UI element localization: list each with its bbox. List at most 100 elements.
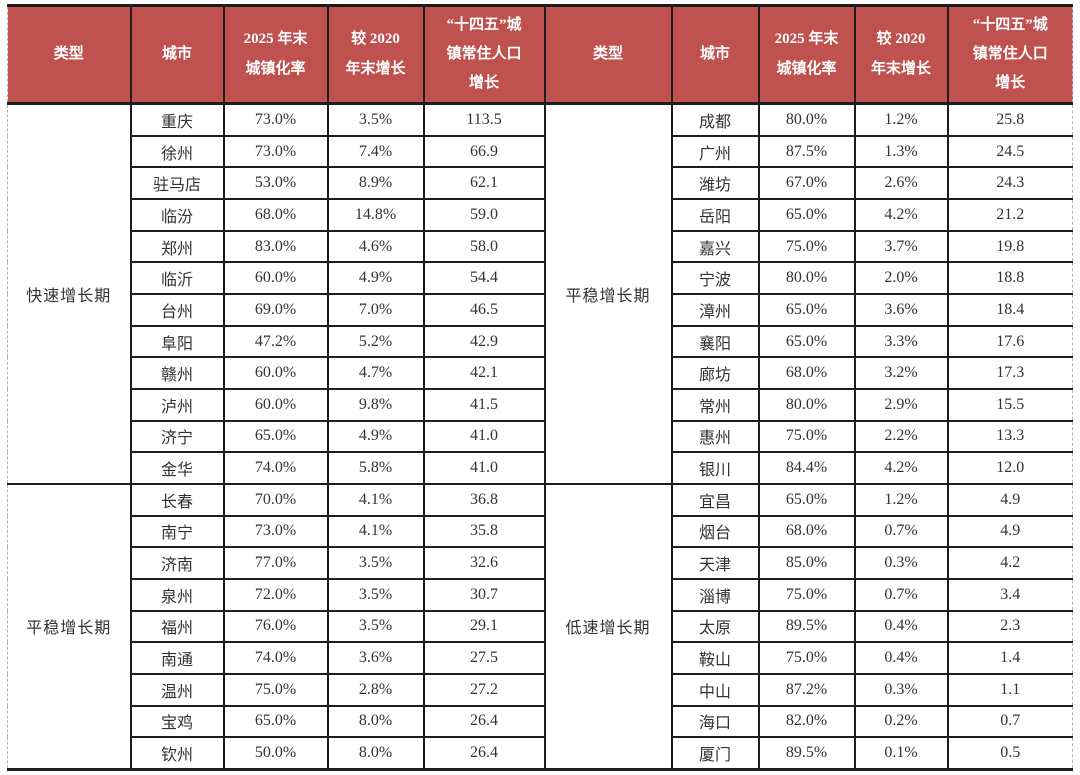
table-row: 临沂 60.0% 4.9% 54.4 宁波 80.0% 2.0% 18.8 bbox=[8, 261, 1073, 296]
table-row: 南宁 73.0% 4.1% 35.8 烟台 68.0% 0.7% 4.9 bbox=[8, 514, 1073, 549]
pop-cell-right: 17.6 bbox=[946, 324, 1073, 359]
table-row: 赣州 60.0% 4.7% 42.1 廊坊 68.0% 3.2% 17.3 bbox=[8, 356, 1073, 390]
growth-cell-left: 3.6% bbox=[326, 641, 425, 675]
pop-cell-left: 41.0 bbox=[422, 419, 546, 454]
table-row: 阜阳 47.2% 5.2% 42.9 襄阳 65.0% 3.3% 17.6 bbox=[8, 324, 1073, 359]
table-body: 快速增长期 重庆 73.0% 3.5% 113.5 平稳增长期 成都 80.0% 1.2% 25.… bbox=[7, 102, 1073, 771]
table-row: 驻马店 53.0% 8.9% 62.1 潍坊 67.0% 2.6% 24.3 bbox=[8, 166, 1073, 201]
growth-cell-left: 4.1% bbox=[326, 482, 425, 517]
city-cell-left: 长春 bbox=[129, 482, 225, 517]
type-cell-right: 低速增长期 bbox=[543, 482, 673, 771]
city-cell-left: 徐州 bbox=[129, 134, 225, 169]
rate-cell-left: 74.0% bbox=[222, 451, 329, 485]
header-type-left: 类型 bbox=[7, 5, 131, 105]
growth-cell-right: 1.2% bbox=[853, 482, 949, 517]
table-row: 福州 76.0% 3.5% 29.1 太原 89.5% 0.4% 2.3 bbox=[8, 609, 1073, 644]
growth-cell-right: 2.6% bbox=[853, 166, 949, 201]
pop-cell-left: 42.1 bbox=[422, 356, 546, 390]
pop-cell-left: 32.6 bbox=[422, 546, 546, 580]
table-row: 济南 77.0% 3.5% 32.6 天津 85.0% 0.3% 4.2 bbox=[8, 546, 1073, 580]
city-cell-right: 太原 bbox=[670, 609, 760, 644]
header-city-left: 城市 bbox=[129, 5, 224, 105]
rate-cell-right: 80.0% bbox=[757, 261, 856, 296]
city-cell-left: 南宁 bbox=[129, 514, 225, 549]
growth-cell-left: 4.9% bbox=[326, 419, 425, 454]
city-cell-left: 泸州 bbox=[129, 388, 225, 422]
pop-cell-right: 18.4 bbox=[946, 293, 1073, 327]
rate-cell-left: 65.0% bbox=[222, 419, 329, 454]
growth-cell-left: 4.1% bbox=[326, 514, 425, 549]
city-cell-right: 天津 bbox=[670, 546, 760, 580]
city-cell-left: 金华 bbox=[129, 451, 225, 485]
city-cell-right: 厦门 bbox=[670, 736, 760, 771]
rate-cell-right: 65.0% bbox=[757, 293, 856, 327]
header-row: 类型 城市 2025 年末 城镇化率较 2020 年末增长 “十四五”城 镇常住人口 … bbox=[7, 5, 1073, 105]
pop-cell-left: 58.0 bbox=[422, 229, 546, 264]
city-cell-right: 襄阳 bbox=[670, 324, 760, 359]
city-cell-left: 泉州 bbox=[129, 577, 225, 612]
rate-cell-right: 87.2% bbox=[757, 672, 856, 707]
rate-cell-right: 75.0% bbox=[757, 419, 856, 454]
city-cell-right: 岳阳 bbox=[670, 198, 760, 232]
growth-cell-right: 3.3% bbox=[853, 324, 949, 359]
type-cell-right: 平稳增长期 bbox=[543, 102, 673, 485]
header-city-right: 城市 bbox=[670, 5, 759, 105]
growth-cell-left: 5.2% bbox=[326, 324, 425, 359]
growth-cell-left: 8.0% bbox=[326, 736, 425, 771]
growth-cell-right: 0.7% bbox=[853, 577, 949, 612]
city-cell-left: 重庆 bbox=[129, 102, 225, 137]
city-cell-left: 郑州 bbox=[129, 229, 225, 264]
city-cell-right: 银川 bbox=[670, 451, 760, 485]
table-row: 临汾 68.0% 14.8% 59.0 岳阳 65.0% 4.2% 21.2 bbox=[8, 198, 1073, 232]
rate-cell-right: 68.0% bbox=[757, 356, 856, 390]
table-row: 南通 74.0% 3.6% 27.5 鞍山 75.0% 0.4% 1.4 bbox=[8, 641, 1073, 675]
pop-cell-left: 113.5 bbox=[422, 102, 546, 137]
rate-cell-right: 75.0% bbox=[757, 641, 856, 675]
rate-cell-left: 65.0% bbox=[222, 704, 329, 739]
header-type-right: 类型 bbox=[543, 5, 672, 105]
pop-cell-left: 59.0 bbox=[422, 198, 546, 232]
growth-cell-left: 8.9% bbox=[326, 166, 425, 201]
header-growth-right: 较 2020 年末增长 bbox=[853, 5, 948, 105]
pop-cell-right: 1.4 bbox=[946, 641, 1073, 675]
pop-cell-left: 30.7 bbox=[422, 577, 546, 612]
rate-cell-left: 83.0% bbox=[222, 229, 329, 264]
city-cell-right: 海口 bbox=[670, 704, 760, 739]
growth-cell-left: 4.9% bbox=[326, 261, 425, 296]
table-row: 金华 74.0% 5.8% 41.0 银川 84.4% 4.2% 12.0 bbox=[8, 451, 1073, 485]
growth-cell-left: 9.8% bbox=[326, 388, 425, 422]
rate-cell-left: 73.0% bbox=[222, 134, 329, 169]
pop-cell-right: 25.8 bbox=[946, 102, 1073, 137]
pop-cell-left: 29.1 bbox=[422, 609, 546, 644]
pop-cell-left: 46.5 bbox=[422, 293, 546, 327]
pop-cell-left: 41.0 bbox=[422, 451, 546, 485]
city-cell-left: 温州 bbox=[129, 672, 225, 707]
rate-cell-right: 89.5% bbox=[757, 609, 856, 644]
rate-cell-left: 50.0% bbox=[222, 736, 329, 771]
city-cell-left: 济南 bbox=[129, 546, 225, 580]
pop-cell-right: 4.2 bbox=[946, 546, 1073, 580]
growth-cell-left: 3.5% bbox=[326, 102, 425, 137]
growth-cell-left: 3.5% bbox=[326, 609, 425, 644]
city-cell-right: 漳州 bbox=[670, 293, 760, 327]
city-cell-right: 潍坊 bbox=[670, 166, 760, 201]
growth-cell-left: 2.8% bbox=[326, 672, 425, 707]
city-cell-left: 福州 bbox=[129, 609, 225, 644]
pop-cell-left: 54.4 bbox=[422, 261, 546, 296]
table-row: 平稳增长期 长春 70.0% 4.1% 36.8 低速增长期 宜昌 65.0% 1.2% 4.9 bbox=[7, 482, 1073, 771]
growth-cell-left: 8.0% bbox=[326, 704, 425, 739]
rate-cell-left: 74.0% bbox=[222, 641, 329, 675]
rate-cell-right: 65.0% bbox=[757, 482, 856, 517]
rate-cell-right: 89.5% bbox=[757, 736, 856, 771]
city-cell-left: 济宁 bbox=[129, 419, 225, 454]
rate-cell-left: 60.0% bbox=[222, 356, 329, 390]
growth-cell-left: 3.5% bbox=[326, 546, 425, 580]
growth-cell-left: 7.4% bbox=[326, 134, 425, 169]
table-row: 温州 75.0% 2.8% 27.2 中山 87.2% 0.3% 1.1 bbox=[8, 672, 1073, 707]
table-row: 济宁 65.0% 4.9% 41.0 惠州 75.0% 2.2% 13.3 bbox=[8, 419, 1073, 454]
table-row: 快速增长期 重庆 73.0% 3.5% 113.5 平稳增长期 成都 80.0% 1.2% 25.… bbox=[7, 102, 1073, 485]
pop-cell-right: 4.9 bbox=[946, 482, 1073, 517]
rate-cell-right: 84.4% bbox=[757, 451, 856, 485]
pop-cell-right: 0.5 bbox=[946, 736, 1073, 771]
rate-cell-right: 87.5% bbox=[757, 134, 856, 169]
